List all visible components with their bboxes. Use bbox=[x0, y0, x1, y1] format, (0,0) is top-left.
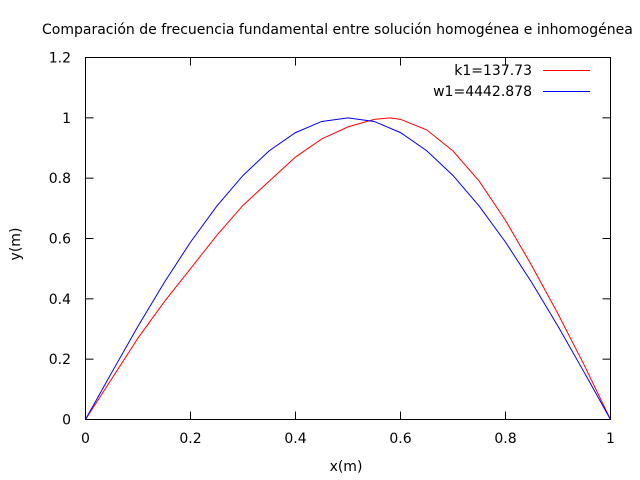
x-tick-label: 0.8 bbox=[494, 431, 516, 447]
x-tick-label: 0.2 bbox=[179, 431, 201, 447]
x-axis: 0 0.2 0.4 0.6 0.8 1 bbox=[81, 57, 615, 447]
x-tick-label: 1 bbox=[606, 431, 615, 447]
legend-label-1: k1=137.73 bbox=[454, 63, 532, 79]
legend: k1=137.73 w1=4442.878 bbox=[433, 63, 590, 100]
y-axis-label: y(m) bbox=[8, 228, 24, 261]
legend-label-2: w1=4442.878 bbox=[433, 84, 532, 100]
y-tick-label: 0.4 bbox=[49, 292, 71, 308]
y-tick-label: 1 bbox=[62, 111, 71, 127]
x-tick-label: 0 bbox=[81, 431, 90, 447]
y-axis: 0 0.2 0.4 0.6 0.8 1 1.2 bbox=[49, 51, 611, 429]
y-tick-label: 0.6 bbox=[49, 232, 71, 248]
y-tick-label: 1.2 bbox=[49, 51, 71, 67]
chart-title: Comparación de frecuencia fundamental en… bbox=[42, 22, 633, 38]
y-tick-label: 0.8 bbox=[49, 171, 71, 187]
x-tick-label: 0.4 bbox=[284, 431, 306, 447]
y-tick-label: 0 bbox=[62, 413, 71, 429]
x-tick-label: 0.6 bbox=[389, 431, 411, 447]
series-line-2 bbox=[85, 117, 611, 420]
x-axis-label: x(m) bbox=[330, 459, 363, 475]
plot-frame bbox=[85, 57, 611, 420]
y-tick-label: 0.2 bbox=[49, 352, 71, 368]
series-line-1 bbox=[85, 117, 611, 420]
series-layer bbox=[85, 117, 611, 420]
